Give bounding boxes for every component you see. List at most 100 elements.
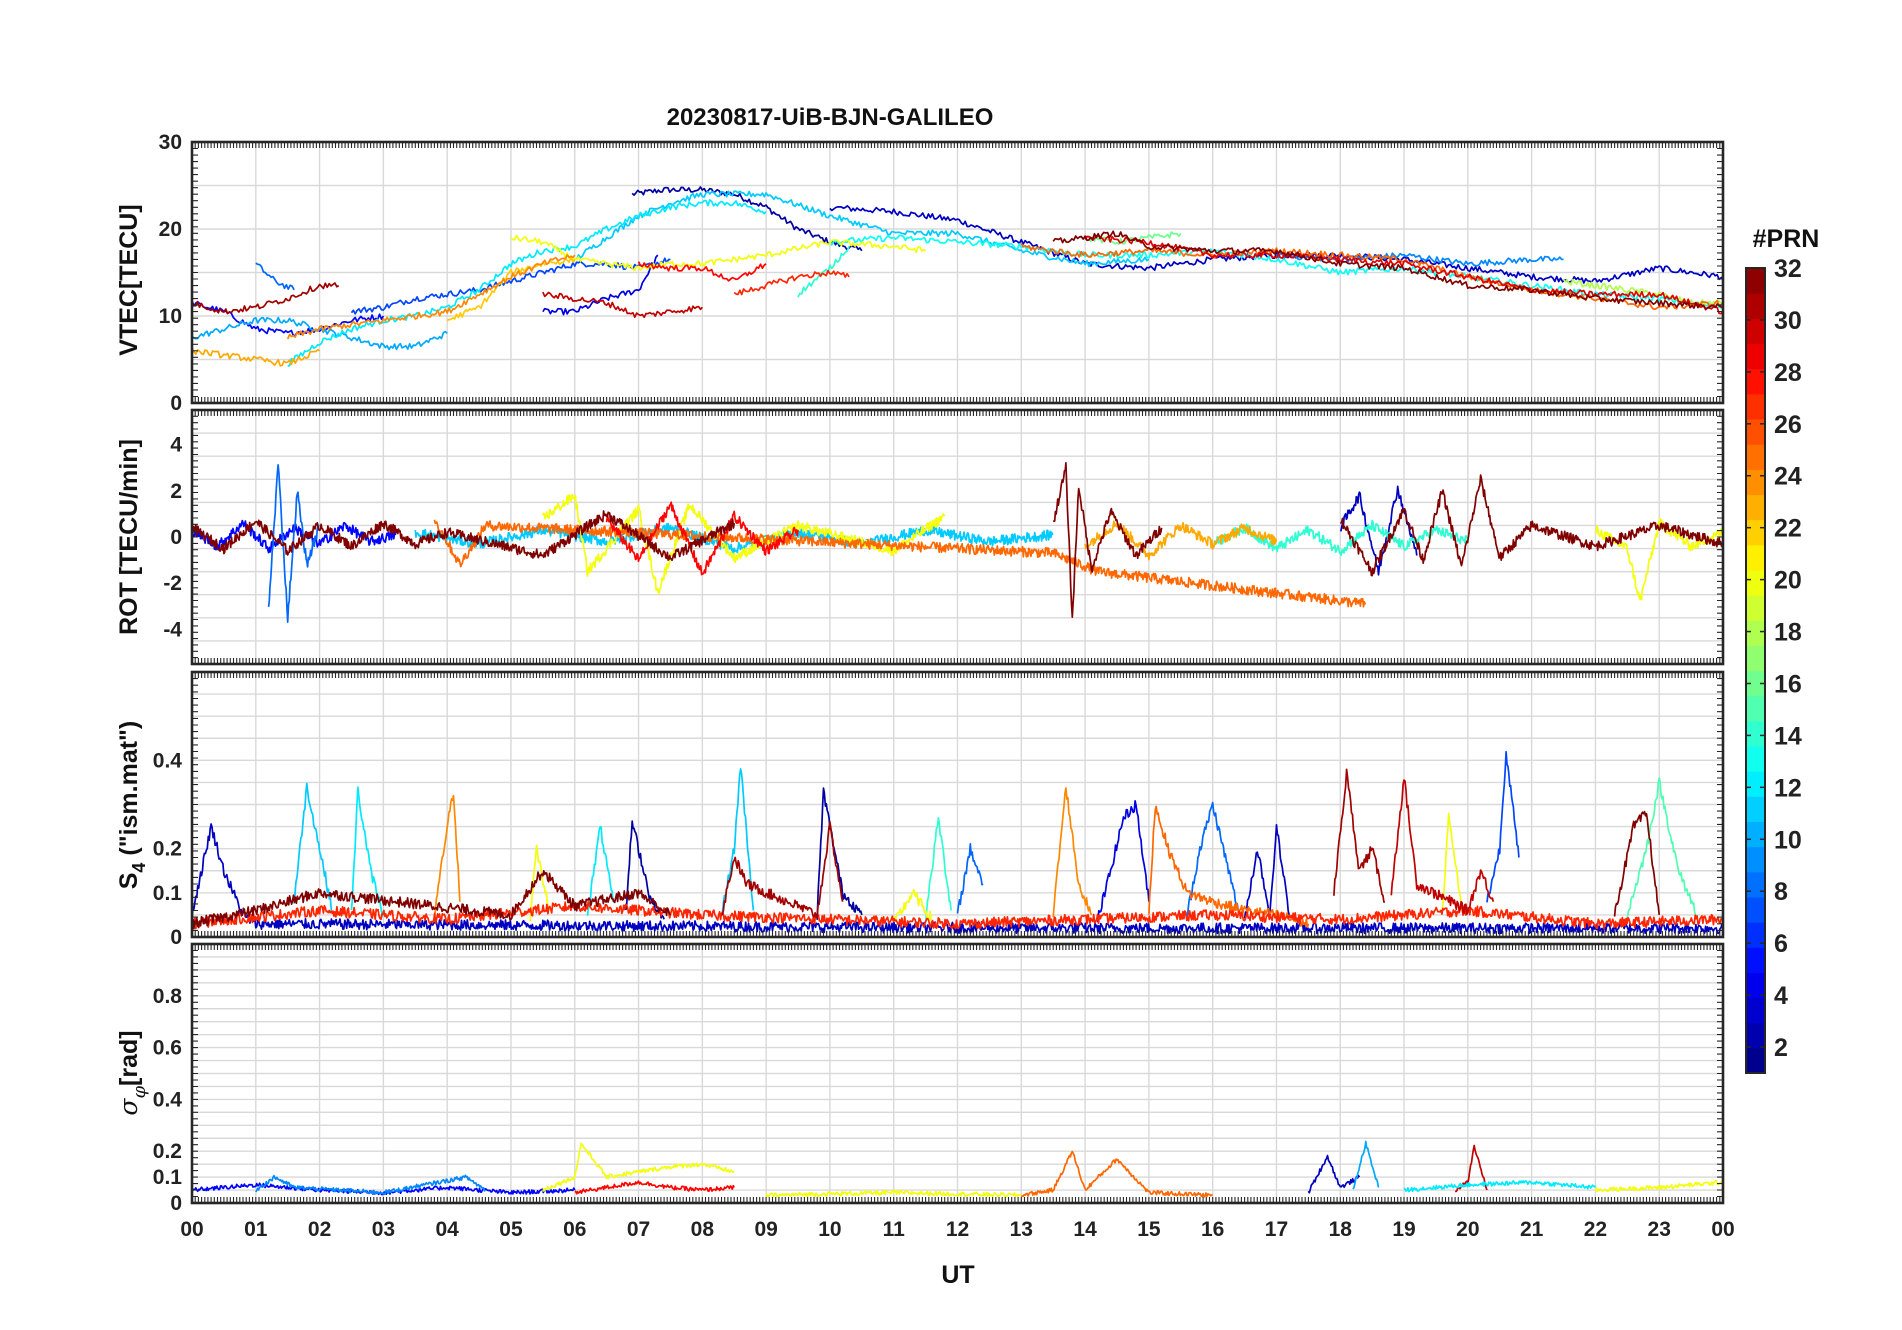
colorbar-segment <box>1746 368 1765 395</box>
s4-series-prn-31 <box>721 821 844 919</box>
colorbar-segment <box>1746 846 1765 873</box>
vtec-series-prn-31 <box>192 282 340 315</box>
rot-y-minor-ticks <box>192 409 1723 665</box>
s4-y-tick-label: 0.1 <box>153 882 183 905</box>
rot-series-prn-25 <box>433 519 1367 608</box>
colorbar-tick-label: 20 <box>1774 567 1802 595</box>
vtec-series-prn-27 <box>733 269 850 296</box>
colorbar-tick-label: 30 <box>1774 307 1802 335</box>
x-tick-label: 12 <box>946 1218 969 1241</box>
sigphi-series-prn-20 <box>542 1142 735 1192</box>
vtec-x-minor-ticks <box>191 142 1724 403</box>
sigphi-y-tick-label: 0.2 <box>153 1140 182 1163</box>
colorbar-tick-label: 24 <box>1774 463 1802 491</box>
s4-x-minor-ticks <box>191 672 1724 937</box>
x-tick-label: 08 <box>691 1218 715 1241</box>
colorbar-segment <box>1746 318 1765 345</box>
x-tick-label: 23 <box>1648 1218 1671 1241</box>
rot-series-prn-11 <box>414 522 1054 554</box>
colorbar-segment <box>1746 569 1765 596</box>
rot-y-axis-label: ROT [TECU/min] <box>115 439 143 635</box>
vtec-y-tick-label: 20 <box>159 218 182 241</box>
vtec-y-axis-label: VTEC[TECU] <box>115 204 143 355</box>
s4-series-prn-25 <box>1148 805 1310 929</box>
colorbar-segment <box>1746 670 1765 697</box>
x-tick-label: 15 <box>1137 1218 1161 1241</box>
sigphi-y-tick-label: 0.6 <box>153 1037 182 1060</box>
s4-series-prn-2 <box>624 820 665 920</box>
vtec-series-prn-3 <box>829 205 1723 284</box>
sigphi-y-tick-label: 0.4 <box>153 1088 183 1111</box>
rot-y-tick-label: 4 <box>170 434 182 457</box>
rot-y-tick-label: -4 <box>163 618 182 641</box>
sigphi-series-prn-20 <box>765 1189 1022 1198</box>
vtec-series-prn-24 <box>286 254 576 340</box>
x-tick-label: 00 <box>180 1218 203 1241</box>
colorbar-tick-label: 18 <box>1774 619 1802 647</box>
x-tick-label: 18 <box>1329 1218 1353 1241</box>
s4-y-tick-label: 0.4 <box>153 749 183 772</box>
colorbar-segment <box>1746 544 1765 571</box>
sigphi-y-axis-label: σφ[rad] <box>114 1030 150 1115</box>
vtec-series-prn-5 <box>192 300 385 337</box>
colorbar-segment <box>1746 444 1765 470</box>
rot-series-prn-32 <box>1052 461 1163 618</box>
rot-y-tick-label: 0 <box>170 526 182 549</box>
sigphi-y-tick-label: 0 <box>170 1192 182 1215</box>
panel-rot: -4 -2 0 2 4 ROT [TECU/min] <box>115 408 1725 666</box>
colorbar-tick-label: 16 <box>1774 670 1802 698</box>
s4-series-prn-2 <box>816 787 863 920</box>
colorbar-segment <box>1746 1022 1765 1049</box>
vtec-y-tick-label: 30 <box>159 131 182 154</box>
x-tick-label: 21 <box>1520 1218 1544 1241</box>
colorbar-segment <box>1746 268 1765 294</box>
vtec-series-prn-30 <box>542 291 703 319</box>
colorbar-label: #PRN <box>1753 225 1820 253</box>
colorbar-segment <box>1746 519 1765 546</box>
colorbar-segment <box>1746 745 1765 772</box>
sigphi-y-tick-label: 0.8 <box>153 985 183 1008</box>
panel-sigphi: 0 0.1 0.2 0.4 0.6 0.8σφ[rad] 00 01 02 03 04 05 06 07 0… <box>114 942 1735 1241</box>
vtec-y-minor-ticks <box>192 141 1723 404</box>
colorbar-segment <box>1746 720 1765 747</box>
s4-series-prn-8 <box>1186 801 1240 917</box>
s4-series-prn-14 <box>924 817 952 924</box>
vtec-series-prn-13 <box>829 234 1723 309</box>
s4-series-prn-30 <box>1390 779 1495 916</box>
s4-y-tick-label: 0 <box>170 926 182 949</box>
x-tick-label: 05 <box>499 1218 523 1241</box>
x-tick-label: 22 <box>1584 1218 1607 1241</box>
panel-vtec: 0 10 20 30 VTEC[TECU] <box>115 131 1725 415</box>
colorbar-segment <box>1746 771 1765 797</box>
vtec-series-prn-14 <box>797 246 850 298</box>
vtec-series-prn-22 <box>446 256 576 322</box>
vtec-series-prn-32 <box>1052 230 1723 310</box>
s4-series-prn-8 <box>956 842 984 914</box>
rot-y-tick-label: -2 <box>163 572 182 595</box>
colorbar-tick-label: 10 <box>1774 826 1802 854</box>
vtec-series-prn-12 <box>287 199 767 368</box>
s4-series-prn-12 <box>586 825 614 916</box>
x-tick-label: 06 <box>563 1218 586 1241</box>
vtec-series-group <box>192 186 1723 368</box>
colorbar-tick-label: 28 <box>1774 359 1802 387</box>
sigphi-series-prn-10 <box>1352 1140 1380 1190</box>
colorbar-segment <box>1746 645 1765 672</box>
vtec-series-prn-23 <box>192 347 321 367</box>
x-tick-label: 03 <box>372 1218 395 1241</box>
rot-series-prn-23 <box>1084 520 1278 561</box>
x-tick-label: 07 <box>627 1218 650 1241</box>
s4-series-prn-31 <box>1333 768 1386 903</box>
x-tick-label: 13 <box>1010 1218 1033 1241</box>
rot-series-prn-3 <box>1339 485 1418 576</box>
rot-series-prn-32 <box>1339 474 1723 577</box>
vtec-series-prn-25 <box>1020 242 1723 310</box>
panel-s4: 0 0.1 0.2 0.4S4 ("ism.mat") <box>115 670 1725 949</box>
vtec-series-prn-2 <box>631 186 863 252</box>
x-tick-label: 16 <box>1201 1218 1224 1241</box>
sigphi-series-group <box>192 1140 1723 1198</box>
sigphi-series-prn-20 <box>1594 1179 1723 1193</box>
